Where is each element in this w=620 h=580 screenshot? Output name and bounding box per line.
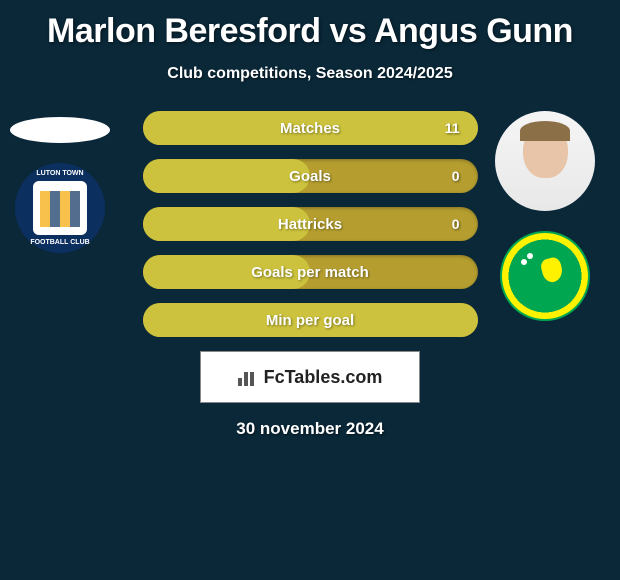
- badge-text-bottom: FOOTBALL CLUB: [30, 239, 89, 246]
- left-player-column: LUTON TOWN FOOTBALL CLUB: [10, 111, 110, 253]
- player-avatar: [495, 111, 595, 211]
- brand-attribution: FcTables.com: [200, 351, 420, 403]
- stat-value-right: 11: [445, 120, 460, 136]
- page-subtitle: Club competitions, Season 2024/2025: [0, 65, 620, 83]
- stat-fill: [143, 159, 311, 193]
- bar-chart-icon: [238, 368, 260, 386]
- date-text: 30 november 2024: [0, 419, 620, 439]
- player-avatar-placeholder: [10, 117, 110, 143]
- stat-bar: Hattricks 0: [143, 207, 478, 241]
- brand-text: FcTables.com: [264, 367, 383, 388]
- stat-bar: Matches 11: [143, 111, 478, 145]
- stat-label: Matches: [280, 120, 340, 137]
- page-title: Marlon Beresford vs Angus Gunn: [0, 0, 620, 51]
- stat-label: Goals: [289, 168, 331, 185]
- stat-label: Min per goal: [266, 312, 354, 329]
- stat-label: Hattricks: [278, 216, 342, 233]
- badge-inner: [33, 181, 87, 235]
- badge-text-top: LUTON TOWN: [36, 170, 83, 177]
- stat-value-right: 0: [452, 216, 460, 232]
- stat-bar: Goals 0: [143, 159, 478, 193]
- comparison-content: LUTON TOWN FOOTBALL CLUB Matches 11 Goals 0…: [0, 111, 620, 439]
- stat-bar: Min per goal: [143, 303, 478, 337]
- norwich-club-badge: [500, 231, 590, 321]
- stat-value-right: 0: [452, 168, 460, 184]
- stats-list: Matches 11 Goals 0 Hattricks 0 Goals per match…: [143, 111, 478, 337]
- right-player-column: [490, 111, 600, 321]
- stat-bar: Goals per match: [143, 255, 478, 289]
- stat-label: Goals per match: [251, 264, 369, 281]
- luton-club-badge: LUTON TOWN FOOTBALL CLUB: [15, 163, 105, 253]
